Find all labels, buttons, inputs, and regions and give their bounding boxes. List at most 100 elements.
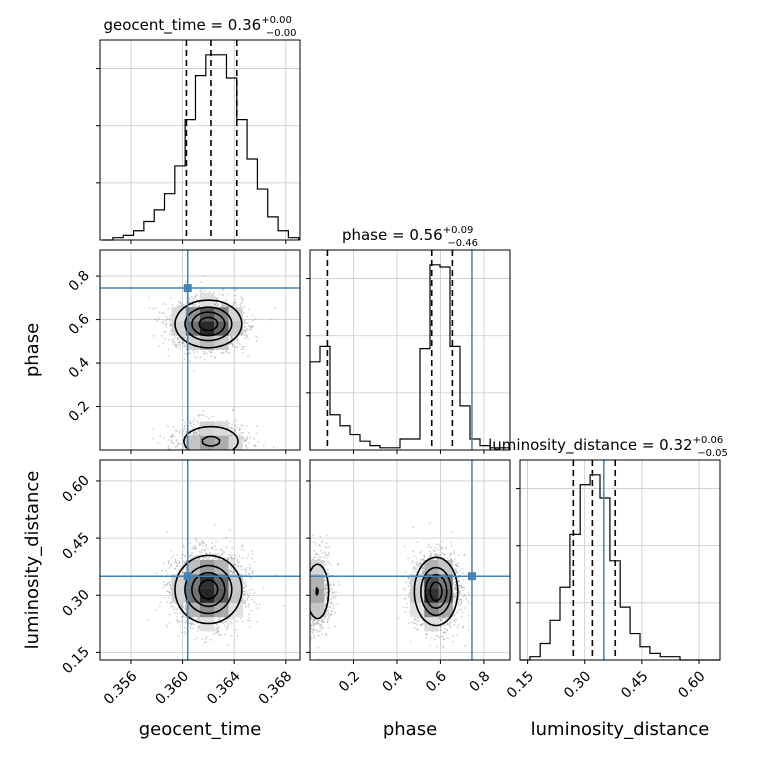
sample-point xyxy=(232,304,235,307)
sample-point xyxy=(211,415,214,418)
sample-point xyxy=(193,427,195,429)
sample-point xyxy=(255,603,258,606)
sample-point xyxy=(179,304,182,307)
sample-point xyxy=(164,330,167,333)
sample-point xyxy=(183,631,186,633)
sample-point xyxy=(221,303,224,305)
sample-point xyxy=(181,571,184,574)
sample-point xyxy=(167,348,170,351)
sample-point xyxy=(196,554,199,557)
sample-point xyxy=(238,561,240,563)
sample-point xyxy=(167,447,170,450)
sample-point xyxy=(215,540,217,543)
sample-point xyxy=(215,305,218,307)
sample-point xyxy=(175,608,178,611)
sample-point xyxy=(235,629,237,632)
sample-point xyxy=(241,301,244,304)
sample-point xyxy=(173,435,176,438)
sample-point xyxy=(198,451,200,453)
sample-point xyxy=(182,435,185,438)
sample-point xyxy=(178,431,181,433)
sample-point xyxy=(233,430,236,432)
sample-point xyxy=(226,626,229,629)
sample-point xyxy=(210,351,213,354)
sample-point xyxy=(236,634,239,637)
sample-point xyxy=(163,583,166,586)
sample-point xyxy=(246,557,249,559)
sample-point xyxy=(179,443,182,445)
sample-point xyxy=(194,454,196,456)
sample-point xyxy=(200,414,203,416)
sample-point xyxy=(198,305,200,308)
sample-point xyxy=(181,305,183,308)
sample-point xyxy=(243,568,246,571)
sample-point xyxy=(231,335,234,338)
sample-point xyxy=(233,288,236,291)
sample-point xyxy=(167,455,169,457)
sample-point xyxy=(233,421,236,424)
sample-point xyxy=(222,304,224,307)
sample-point xyxy=(231,559,234,562)
sample-point xyxy=(189,554,192,556)
sample-point xyxy=(253,437,256,440)
panel-bg xyxy=(520,460,720,660)
sample-point xyxy=(192,547,195,550)
contour-line xyxy=(174,299,243,450)
title-luminosity_distance: luminosity_distance = 0.32+0.06 −0.05 xyxy=(488,435,728,459)
sample-point xyxy=(183,344,186,346)
sample-point xyxy=(191,621,194,624)
sample-point xyxy=(176,616,179,619)
histogram-geocent_time xyxy=(102,54,300,241)
sample-point xyxy=(175,430,178,432)
sample-point xyxy=(244,585,247,587)
sample-point xyxy=(185,291,188,294)
sample-point xyxy=(190,623,193,626)
sample-point xyxy=(247,605,250,608)
sample-point xyxy=(209,553,212,555)
contour-line xyxy=(184,306,233,447)
sample-point xyxy=(182,605,184,607)
sample-point xyxy=(156,320,159,322)
sample-point xyxy=(177,338,179,341)
sample-point xyxy=(175,429,177,432)
sample-point xyxy=(191,455,193,457)
sample-point xyxy=(165,585,167,587)
sample-point xyxy=(256,607,259,610)
sample-point xyxy=(163,437,166,439)
sample-point xyxy=(236,559,239,562)
sample-point xyxy=(233,429,235,432)
sample-point xyxy=(243,593,246,596)
sample-point xyxy=(215,631,217,634)
sample-point xyxy=(250,577,253,580)
sample-point xyxy=(238,428,241,431)
sample-point xyxy=(218,618,221,621)
sample-point xyxy=(222,351,225,354)
sample-point xyxy=(179,565,182,567)
sample-point xyxy=(214,304,217,306)
sample-point xyxy=(165,316,168,318)
sample-point xyxy=(181,305,184,308)
sample-point xyxy=(243,311,245,314)
sample-point xyxy=(168,581,171,584)
sample-point xyxy=(166,583,169,586)
sample-point xyxy=(221,304,224,307)
sample-point xyxy=(246,425,248,427)
sample-point xyxy=(253,592,256,595)
sample-point xyxy=(176,564,179,567)
sample-point xyxy=(215,302,217,304)
sample-point xyxy=(243,306,246,309)
sample-point xyxy=(176,619,179,622)
sample-point xyxy=(181,554,184,556)
sample-point xyxy=(215,548,218,551)
sample-point xyxy=(202,409,205,412)
sample-point xyxy=(251,570,254,573)
sample-point xyxy=(160,601,163,604)
sample-point xyxy=(236,451,238,453)
sample-point xyxy=(196,357,199,359)
sample-point xyxy=(193,418,196,421)
sample-point xyxy=(222,622,225,624)
sample-point xyxy=(195,432,198,434)
sample-point xyxy=(241,452,243,454)
sample-point xyxy=(215,302,218,305)
